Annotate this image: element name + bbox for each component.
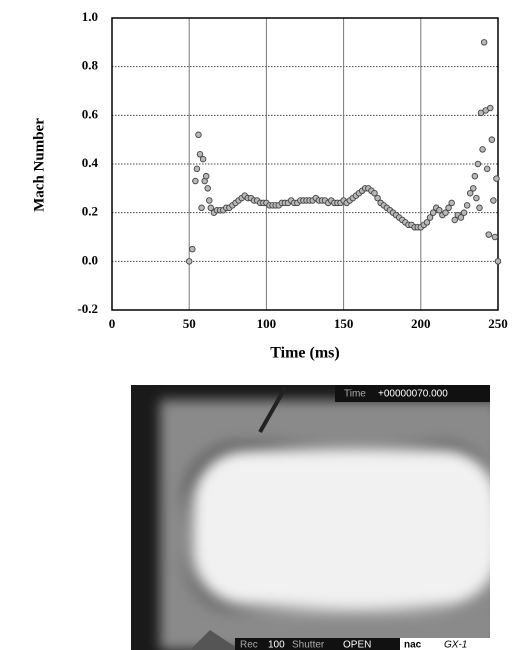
data-point [374,194,381,202]
data-point [426,214,434,221]
data-point [491,233,499,241]
x-tick-label: 100 [257,316,277,331]
data-point [204,185,211,192]
data-point [199,155,207,163]
x-axis-label: Time (ms) [270,345,339,362]
y-tick-label: 0.0 [82,252,98,267]
data-point [494,258,502,265]
x-tick-label: 200 [411,316,431,331]
data-point [457,214,465,221]
data-point [429,209,437,216]
y-tick-label: 0.2 [82,204,98,219]
y-tick-label: 0.4 [82,155,99,170]
data-point [473,194,480,202]
shutter-value: OPEN [343,640,371,650]
data-point [195,131,202,139]
data-point [198,204,205,212]
data-point [196,151,204,158]
plot-frame [111,17,499,311]
x-tick-label: 50 [183,316,196,331]
rec-value: 100 [268,640,285,650]
data-point [206,197,213,204]
data-point [470,185,477,192]
y-tick-label: 0.8 [82,58,99,73]
data-point [436,206,443,214]
data-point [202,172,210,180]
brand: nac [404,640,422,650]
data-point [451,216,459,224]
data-point [493,175,500,182]
y-axis-label: Mach Number [31,118,47,212]
plot: -0.2 0.0 0.2 0.4 0.6 0.8 1.0 0 50 100 150 200 250 [77,9,507,331]
data-point [448,199,455,207]
x-tick-label: 0 [109,316,116,331]
photo-core [195,452,490,602]
data-point [189,245,196,253]
photo-probe [258,387,287,433]
photo: Time +00000070.000 Rec 100 Shutter OPEN … [131,385,490,650]
data-point [423,219,431,226]
data-point [460,209,468,216]
x-tick-label: 250 [488,316,508,331]
model: GX-1 [444,640,467,650]
status-bar [235,638,400,650]
data-point [207,204,215,212]
data-point [192,177,199,185]
data-point [485,231,492,238]
data-point [442,209,449,216]
y-tick-label: 0.6 [82,106,99,121]
shutter-label: Shutter [292,640,325,650]
time-label: Time [344,389,366,400]
y-tick-label: 1.0 [82,9,98,24]
data-point [490,197,497,204]
x-tick-label: 150 [334,316,354,331]
data-point [185,258,193,265]
data-point [474,160,482,168]
time-value: +00000070.000 [378,389,448,400]
data-point [471,172,479,180]
data-point [483,165,491,173]
data-point [466,189,474,197]
data-point [480,39,488,46]
brand-box [400,638,490,650]
data-point [488,136,496,143]
y-tick-label: -0.2 [77,301,98,316]
data-point [463,202,471,209]
data-point [371,189,378,197]
data-point [476,204,483,212]
data-point [487,104,494,112]
rec-label: Rec [240,640,258,650]
time-box [335,385,490,402]
photo-corner [190,630,240,650]
data-point [445,204,452,212]
data-point [479,146,486,153]
data-point [193,165,201,173]
